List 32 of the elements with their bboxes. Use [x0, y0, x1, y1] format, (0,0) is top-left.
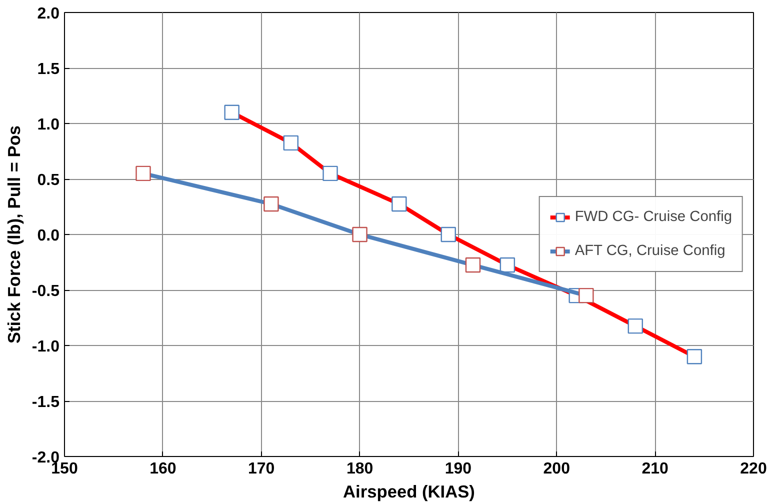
point — [440, 226, 456, 242]
y-tick-label: -0.5 — [32, 283, 60, 300]
point — [578, 288, 594, 304]
point — [264, 196, 279, 212]
point — [686, 349, 702, 364]
y-tick-label: -1.0 — [32, 338, 60, 356]
x-axis-title: Airspeed (KIAS) — [343, 482, 475, 502]
x-tick-label: 180 — [346, 460, 374, 478]
point — [628, 318, 643, 334]
y-tick-label: -1.5 — [32, 394, 60, 411]
point — [136, 166, 151, 182]
point — [465, 257, 481, 273]
y-tick-label: 1.5 — [37, 61, 60, 78]
point — [352, 226, 368, 242]
legend-label: FWD CG- Cruise Config — [574, 209, 732, 225]
y-tick-label: 2.0 — [37, 6, 60, 22]
y-axis-title: Stick Force (lb), Pull = Pos — [4, 125, 24, 344]
x-tick-label: 220 — [740, 460, 767, 478]
x-tick-label: 210 — [642, 460, 669, 478]
y-tick-label: 0.5 — [37, 172, 60, 189]
y-tick-label: 1.0 — [37, 116, 60, 134]
point — [283, 135, 298, 151]
x-tick-label: 190 — [444, 460, 472, 478]
point — [224, 104, 240, 120]
x-tick-label: 170 — [248, 460, 275, 478]
point — [392, 196, 407, 212]
x-tick-label: 160 — [150, 460, 176, 478]
point — [500, 257, 516, 273]
point — [322, 166, 338, 182]
x-tick-label: 200 — [543, 460, 570, 478]
y-tick-label: 0.0 — [37, 228, 60, 244]
legend-label: AFT CG, Cruise Config — [574, 243, 726, 259]
